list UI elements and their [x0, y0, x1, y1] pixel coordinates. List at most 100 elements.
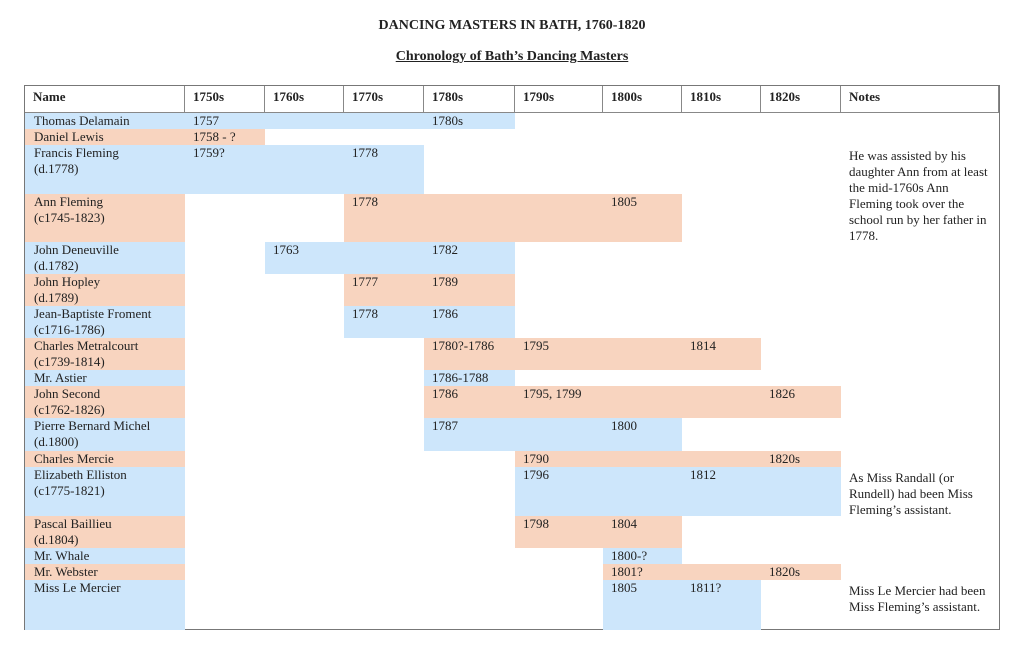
- timeline-cell-1780s: 1786: [424, 386, 515, 418]
- name-label: Jean-Baptiste Froment: [34, 306, 152, 321]
- timeline-cell-1780s: 1780s: [424, 113, 515, 129]
- timeline-cell-1770s: [344, 242, 424, 274]
- row-name: Mr. Whale: [25, 548, 185, 564]
- name-label: Pascal Baillieu: [34, 516, 112, 531]
- name-label: Mr. Astier: [34, 370, 87, 385]
- name-label: Thomas Delamain: [34, 113, 130, 128]
- name-dates: (d.1782): [34, 258, 79, 273]
- header-1750s: 1750s: [185, 86, 265, 113]
- row-name: Daniel Lewis: [25, 129, 185, 145]
- name-dates: (d.1800): [34, 434, 79, 449]
- timeline-cell-1790s: 1790: [515, 451, 603, 467]
- row-name: Charles Mercie: [25, 451, 185, 467]
- header-name: Name: [25, 86, 185, 113]
- header-1820s: 1820s: [761, 86, 841, 113]
- timeline-cell-1770s: [344, 113, 424, 129]
- header-1810s: 1810s: [682, 86, 761, 113]
- timeline-cell-1790s: [515, 418, 603, 451]
- timeline-cell-1760s: 1763: [265, 242, 344, 274]
- timeline-cell-1790s: [515, 194, 603, 242]
- timeline-cell-1810s: [682, 386, 761, 418]
- name-label: Mr. Webster: [34, 564, 98, 579]
- timeline-cell-1770s: 1777: [344, 274, 424, 306]
- timeline-cell-1810s: 1812: [682, 467, 761, 516]
- document-title: DANCING MASTERS IN BATH, 1760-1820: [378, 18, 646, 33]
- timeline-cell-1760s: [265, 113, 344, 129]
- timeline-cell-1790s: 1798: [515, 516, 603, 548]
- header-1790s: 1790s: [515, 86, 603, 113]
- timeline-cell-1800s: 1805: [603, 194, 682, 242]
- timeline-cell-1770s: 1778: [344, 145, 424, 194]
- timeline-cell-1780s: 1782: [424, 242, 515, 274]
- header-1770s: 1770s: [344, 86, 424, 113]
- timeline-cell-1780s: [424, 194, 515, 242]
- timeline-cell-1820s: 1820s: [761, 451, 841, 467]
- row-name: John Deneuville (d.1782): [25, 242, 185, 274]
- timeline-cell-1800s: 1800: [603, 418, 682, 451]
- name-label: John Second: [34, 386, 101, 401]
- name-dates: (c1739-1814): [34, 354, 105, 369]
- timeline-cell-1800s: 1800-?: [603, 548, 682, 564]
- timeline-cell-1780s: 1789: [424, 274, 515, 306]
- timeline-cell-1800s: [603, 467, 682, 516]
- row-name: Francis Fleming (d.1778): [25, 145, 185, 194]
- timeline-cell-1760s: [265, 145, 344, 194]
- timeline-cell-1780s: 1780?-1786: [424, 338, 515, 370]
- name-label: Mr. Whale: [34, 548, 90, 563]
- timeline-cell-1800s: 1801?: [603, 564, 682, 580]
- timeline-cell-1770s: 1778: [344, 306, 424, 338]
- name-label: Miss Le Mercier: [34, 580, 121, 595]
- timeline-cell-1780s: 1786-1788: [424, 370, 515, 386]
- timeline-cell-1820s: 1820s: [761, 564, 841, 580]
- header-1760s: 1760s: [265, 86, 344, 113]
- header-notes: Notes: [841, 86, 999, 113]
- timeline-cell-1790s: 1795, 1799: [515, 386, 603, 418]
- timeline-cell-1800s: 1805: [603, 580, 682, 630]
- name-dates: (c1716-1786): [34, 322, 105, 337]
- document-subtitle: Chronology of Bath’s Dancing Masters: [395, 49, 629, 64]
- name-label: Daniel Lewis: [34, 129, 104, 144]
- name-label: Ann Fleming: [34, 194, 103, 209]
- name-dates: (c1745-1823): [34, 210, 105, 225]
- timeline-cell-1770s: 1778: [344, 194, 424, 242]
- name-dates: (c1762-1826): [34, 402, 105, 417]
- timeline-cell-1810s: 1814: [682, 338, 761, 370]
- timeline-cell-1750s: 1759?: [185, 145, 265, 194]
- row-name: John Second (c1762-1826): [25, 386, 185, 418]
- note-text: He was assisted by his daughter Ann from…: [849, 148, 988, 243]
- name-dates: (d.1804): [34, 532, 79, 547]
- timeline-cell-1790s: 1796: [515, 467, 603, 516]
- name-label: Pierre Bernard Michel: [34, 418, 151, 433]
- row-name: Miss Le Mercier: [25, 580, 185, 630]
- name-dates: (d.1778): [34, 161, 79, 176]
- header-1800s: 1800s: [603, 86, 682, 113]
- header-1780s: 1780s: [424, 86, 515, 113]
- row-name: Mr. Astier: [25, 370, 185, 386]
- row-name: Jean-Baptiste Froment (c1716-1786): [25, 306, 185, 338]
- name-label: Francis Fleming: [34, 145, 119, 160]
- row-name: Ann Fleming (c1745-1823): [25, 194, 185, 242]
- note-text: Miss Le Mercier had been Miss Fleming’s …: [849, 583, 986, 614]
- row-name: Pascal Baillieu (d.1804): [25, 516, 185, 548]
- timeline-cell-1780s: 1787: [424, 418, 515, 451]
- row-name: Mr. Webster: [25, 564, 185, 580]
- timeline-cell-1810s: [682, 451, 761, 467]
- note-text: As Miss Randall (or Rundell) had been Mi…: [849, 470, 973, 517]
- row-name: John Hopley (d.1789): [25, 274, 185, 306]
- timeline-cell-1790s: 1795: [515, 338, 603, 370]
- name-label: Charles Mercie: [34, 451, 114, 466]
- row-name: Elizabeth Elliston (c1775-1821): [25, 467, 185, 516]
- row-name: Thomas Delamain: [25, 113, 185, 129]
- timeline-cell-1800s: [603, 338, 682, 370]
- timeline-cell-1820s: 1826: [761, 386, 841, 418]
- timeline-cell-1810s: [682, 564, 761, 580]
- timeline-cell-1800s: [603, 386, 682, 418]
- name-label: Elizabeth Elliston: [34, 467, 127, 482]
- name-label: Charles Metralcourt: [34, 338, 139, 353]
- timeline-cell-1820s: [761, 467, 841, 516]
- row-name: Charles Metralcourt (c1739-1814): [25, 338, 185, 370]
- timeline-cell-1750s: 1758 - ?: [185, 129, 265, 145]
- timeline-cell-1810s: 1811?: [682, 580, 761, 630]
- name-dates: (c1775-1821): [34, 483, 105, 498]
- name-label: John Hopley: [34, 274, 101, 289]
